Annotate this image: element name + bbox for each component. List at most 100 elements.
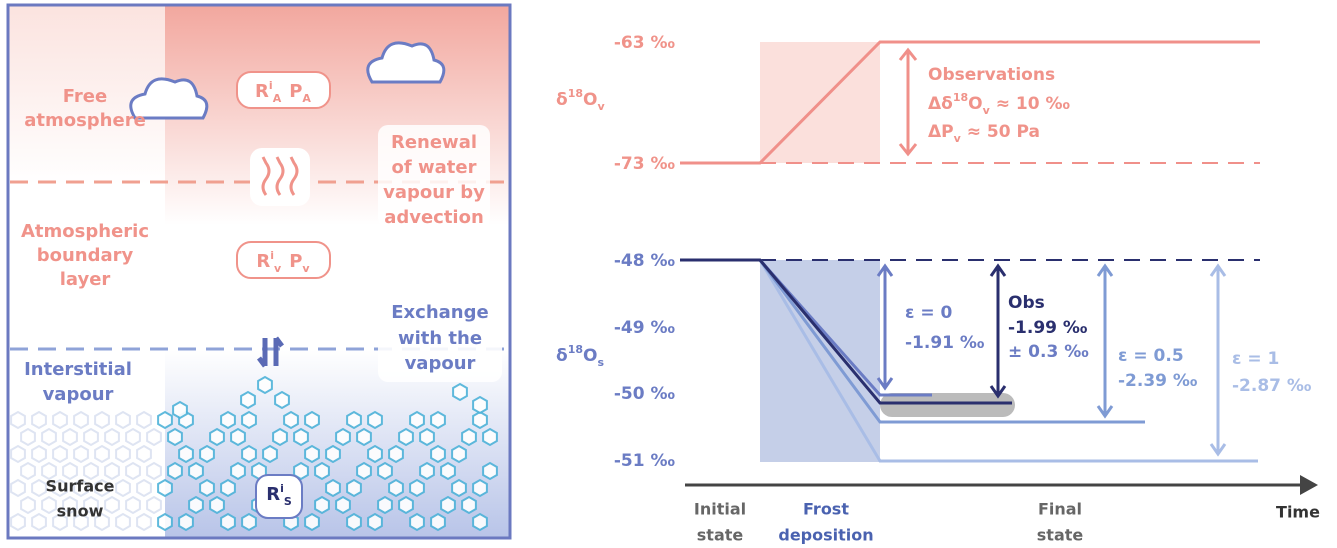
text: ≈ 50 Pa	[961, 122, 1040, 142]
subscript: v	[954, 132, 962, 145]
superscript: i	[269, 79, 273, 92]
arrow-eps05	[1096, 263, 1114, 419]
stage-label: Initial	[694, 500, 746, 519]
snow-crystal	[146, 427, 162, 447]
snow-crystal	[230, 461, 246, 481]
snow-crystal	[209, 427, 225, 447]
text-line: ΔPv ≈ 50 Pa	[928, 122, 1040, 145]
snow-crystal	[199, 478, 215, 498]
snow-crystal	[31, 512, 47, 532]
scenario-name: ε = 0.5	[1118, 346, 1184, 366]
snow-crystal	[440, 461, 456, 481]
subscript: A	[273, 92, 282, 105]
snow-crystal	[472, 410, 488, 430]
scenario-name: ε = 0	[905, 303, 953, 323]
snow-crystal	[115, 410, 131, 430]
snow-crystal	[94, 478, 110, 498]
scenario-value: -1.91 ‰	[905, 333, 985, 353]
snow-crystal	[304, 444, 320, 464]
snow-crystal	[73, 512, 89, 532]
curve-eps0	[758, 259, 932, 397]
snow-crystal	[314, 495, 330, 515]
subscript: S	[284, 495, 292, 508]
snow-crystal	[172, 400, 188, 420]
vapour-ticks: -63 ‰ -73 ‰	[614, 33, 676, 174]
symbol: O	[968, 94, 982, 114]
snow-crystal	[272, 427, 288, 447]
snow-crystal	[83, 461, 99, 481]
snow-crystal	[157, 512, 173, 532]
subscript: v	[302, 262, 310, 275]
text-line: Atmospheric	[21, 221, 149, 242]
tick-label: -49 ‰	[614, 318, 676, 338]
snow-crystal	[430, 410, 446, 430]
snow-crystal	[257, 375, 273, 395]
vapour-curve	[680, 40, 1260, 165]
snow-crystal	[31, 478, 47, 498]
symbol: ΔP	[928, 122, 954, 142]
snow-crystal	[62, 427, 78, 447]
snow-crystal	[472, 395, 488, 415]
text-line: Surface	[46, 477, 115, 496]
curve-eps05	[758, 259, 1145, 424]
scenario-labels: ε = 0 -1.91 ‰ Obs -1.99 ‰ ± 0.3 ‰ ε = 0.…	[905, 293, 1312, 396]
snow-crystal	[274, 390, 290, 410]
snow-crystal	[314, 461, 330, 481]
snow-crystal	[461, 495, 477, 515]
snow-crystal	[388, 444, 404, 464]
snow-crystal	[241, 410, 257, 430]
text-line: with the	[398, 328, 482, 349]
ratio-snow: RiS	[266, 482, 292, 508]
label-box	[378, 125, 490, 228]
scenario-value: -2.87 ‰	[1232, 376, 1312, 396]
snow-crystal	[115, 444, 131, 464]
snow-crystal	[335, 427, 351, 447]
snow-crystal	[325, 444, 341, 464]
subscript: s	[597, 356, 604, 369]
snow-crystal	[293, 461, 309, 481]
snow-crystal	[52, 410, 68, 430]
snow-crystal	[240, 390, 256, 410]
text-line: Δδ18Ov ≈ 10 ‰	[928, 91, 1070, 117]
snow-crystal	[220, 512, 236, 532]
snow-crystal	[20, 427, 36, 447]
arrow-eps0	[876, 263, 894, 391]
snow-crystal	[409, 478, 425, 498]
snow-ticks: -48 ‰ -49 ‰ -50 ‰ -51 ‰	[614, 251, 676, 471]
snow-crystal	[430, 512, 446, 532]
snow-crystal	[304, 512, 320, 532]
curve-obs	[680, 258, 1012, 405]
stage-label: state	[1037, 526, 1084, 545]
snow-crystal	[451, 478, 467, 498]
snow-crystal	[377, 495, 393, 515]
arrow-eps1	[1209, 263, 1227, 457]
observation-arrow	[898, 47, 918, 157]
snow-crystal	[199, 444, 215, 464]
snow-crystal	[157, 478, 173, 498]
snow-crystal	[125, 427, 141, 447]
symbol: Δδ	[928, 94, 953, 114]
snow-crystal	[73, 444, 89, 464]
obs-uncertainty	[880, 393, 1015, 417]
snow-crystal	[41, 427, 57, 447]
scenario-uncertainty: ± 0.3 ‰	[1008, 342, 1089, 362]
snow-crystal	[241, 512, 257, 532]
snow-crystal	[52, 444, 68, 464]
cloud	[129, 77, 209, 120]
snow-crystal	[346, 478, 362, 498]
snow-crystal	[209, 495, 225, 515]
text-line: atmosphere	[24, 110, 146, 131]
arrow-obs	[989, 263, 1007, 399]
text-line: Interstitial	[24, 359, 132, 380]
snow-crystal	[136, 444, 152, 464]
snow-crystal	[94, 512, 110, 532]
symbol: R	[255, 81, 269, 102]
scenario-value: -2.39 ‰	[1118, 371, 1198, 391]
superscript: 18	[568, 343, 583, 356]
snow-crystal	[409, 512, 425, 532]
snow-crystal	[430, 444, 446, 464]
snow-crystal	[167, 427, 183, 447]
snow-crystal	[356, 427, 372, 447]
snow-crystal	[146, 461, 162, 481]
